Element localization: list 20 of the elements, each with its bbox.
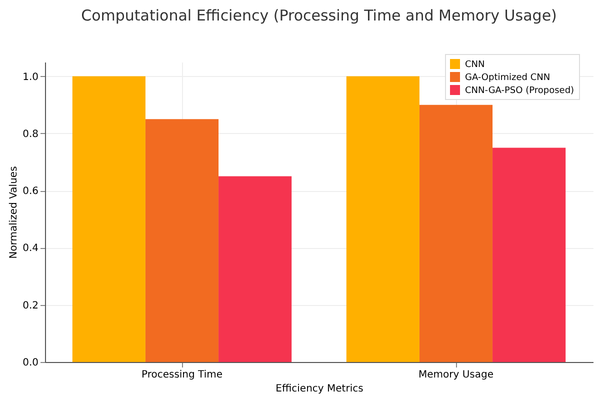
y-tick-label: 0.4 xyxy=(22,243,38,254)
bar xyxy=(145,119,219,362)
y-tick-label: 0.2 xyxy=(22,300,38,312)
x-axis-title: Efficiency Metrics xyxy=(276,384,364,394)
chart-title: Computational Efficiency (Processing Time and Memory Usage) xyxy=(81,6,557,24)
y-tick-label: 0.6 xyxy=(22,186,38,198)
y-tick-label: 0.8 xyxy=(22,128,38,140)
bar xyxy=(346,76,420,362)
y-tick-label: 0.0 xyxy=(22,358,38,368)
x-tick-label: Memory Usage xyxy=(418,370,494,380)
bar xyxy=(492,148,566,362)
legend-label: GA-Optimized CNN xyxy=(465,73,550,83)
legend-label: CNN-GA-PSO (Proposed) xyxy=(465,86,574,96)
bar xyxy=(72,76,146,362)
y-tick-label: 1.0 xyxy=(22,72,38,83)
bar xyxy=(218,176,292,362)
y-axis-title: Normalized Values xyxy=(8,166,20,259)
x-tick-label: Processing Time xyxy=(141,370,223,380)
bar xyxy=(419,104,493,362)
legend-label: CNN xyxy=(465,60,485,70)
